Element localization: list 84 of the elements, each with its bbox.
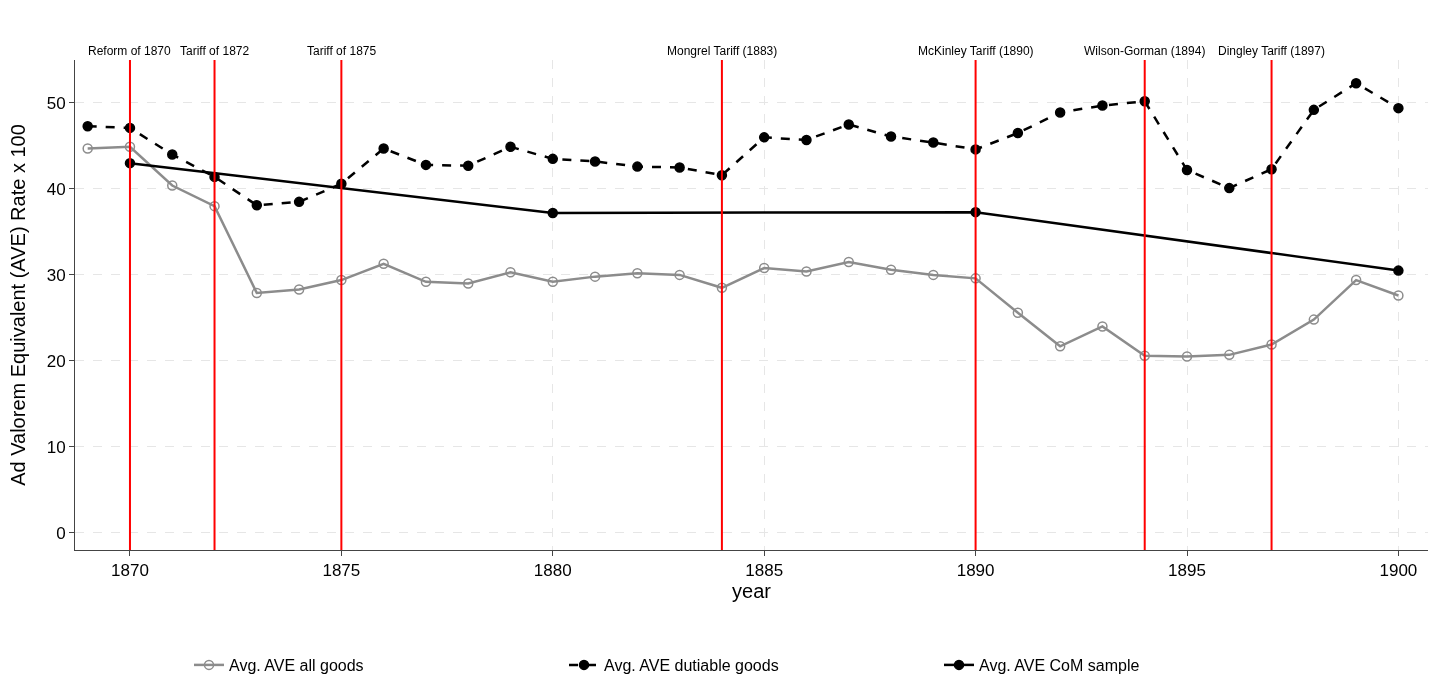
point bbox=[547, 276, 559, 288]
point bbox=[589, 156, 601, 167]
point bbox=[547, 153, 559, 165]
ref-line-label: Mongrel Tariff (1883) bbox=[667, 44, 778, 58]
x-tick-label: 1870 bbox=[111, 561, 149, 581]
point bbox=[167, 149, 178, 160]
point bbox=[1308, 104, 1320, 116]
point bbox=[420, 276, 432, 288]
point bbox=[1350, 77, 1362, 89]
ref-line-label: Tariff of 1872 bbox=[180, 44, 250, 58]
point bbox=[1097, 100, 1108, 111]
point bbox=[1393, 102, 1404, 114]
point bbox=[674, 162, 685, 173]
y-axis-title: Ad Valorem Equivalent (AVE) Rate x 100 bbox=[7, 124, 30, 486]
legend-label: Avg. AVE CoM sample bbox=[979, 657, 1140, 675]
point bbox=[928, 269, 939, 281]
point bbox=[1012, 307, 1024, 318]
point bbox=[928, 137, 939, 148]
x-tick-label: 1880 bbox=[533, 561, 572, 581]
point bbox=[462, 278, 474, 289]
point bbox=[1054, 107, 1066, 118]
point bbox=[1393, 265, 1404, 276]
ref-line-label: Reform of 1870 bbox=[88, 44, 172, 58]
point bbox=[209, 200, 220, 212]
point bbox=[547, 207, 559, 219]
point bbox=[1097, 321, 1108, 332]
point bbox=[462, 160, 474, 171]
point bbox=[632, 267, 643, 279]
point bbox=[1266, 339, 1277, 350]
point bbox=[1181, 351, 1193, 362]
point bbox=[1139, 350, 1150, 361]
point bbox=[251, 200, 263, 211]
point bbox=[378, 258, 389, 269]
ref-line-label: Wilson-Gorman (1894) bbox=[1084, 44, 1206, 58]
x-tick-label: 1885 bbox=[745, 561, 784, 581]
point bbox=[885, 264, 897, 275]
point bbox=[1181, 164, 1193, 176]
x-tick-label: 1900 bbox=[1379, 561, 1418, 581]
x-tick-label: 1875 bbox=[322, 561, 361, 581]
point bbox=[82, 120, 93, 132]
point bbox=[632, 161, 643, 172]
point bbox=[716, 282, 728, 294]
point bbox=[1224, 349, 1235, 361]
point bbox=[505, 267, 516, 278]
point bbox=[589, 271, 601, 282]
y-tick-label: 30 bbox=[46, 265, 66, 285]
point bbox=[801, 266, 812, 277]
point bbox=[293, 284, 305, 295]
ref-line-label: Dingley Tariff (1897) bbox=[1218, 44, 1325, 58]
point bbox=[378, 143, 389, 154]
point bbox=[336, 274, 347, 286]
x-tick-label: 1895 bbox=[1168, 561, 1206, 581]
point bbox=[758, 262, 770, 274]
point bbox=[82, 143, 93, 154]
ref-line-label: Tariff of 1875 bbox=[307, 44, 377, 58]
point bbox=[1308, 314, 1320, 325]
point bbox=[505, 141, 516, 153]
legend-label: Avg. AVE dutiable goods bbox=[604, 657, 779, 675]
point bbox=[420, 159, 432, 171]
point bbox=[1393, 290, 1404, 301]
point bbox=[1224, 182, 1235, 194]
point bbox=[843, 256, 854, 268]
y-tick-label: 0 bbox=[56, 523, 66, 543]
y-tick-label: 40 bbox=[46, 179, 66, 199]
x-tick-label: 1890 bbox=[956, 561, 995, 581]
point bbox=[843, 119, 854, 130]
point bbox=[1054, 341, 1066, 352]
point bbox=[885, 131, 897, 142]
point bbox=[970, 273, 981, 284]
point bbox=[1350, 274, 1362, 286]
point bbox=[801, 134, 812, 146]
y-tick-label: 50 bbox=[46, 93, 66, 113]
point bbox=[167, 180, 178, 191]
point bbox=[124, 141, 136, 153]
x-axis-title: year bbox=[732, 580, 772, 603]
point bbox=[674, 269, 685, 281]
point bbox=[251, 287, 263, 299]
y-tick-label: 10 bbox=[46, 437, 66, 457]
ref-line-label: McKinley Tariff (1890) bbox=[918, 44, 1034, 58]
point bbox=[293, 196, 305, 208]
point bbox=[1012, 127, 1024, 139]
legend-label: Avg. AVE all goods bbox=[229, 657, 364, 675]
point bbox=[758, 132, 770, 143]
y-tick-label: 20 bbox=[46, 351, 66, 371]
